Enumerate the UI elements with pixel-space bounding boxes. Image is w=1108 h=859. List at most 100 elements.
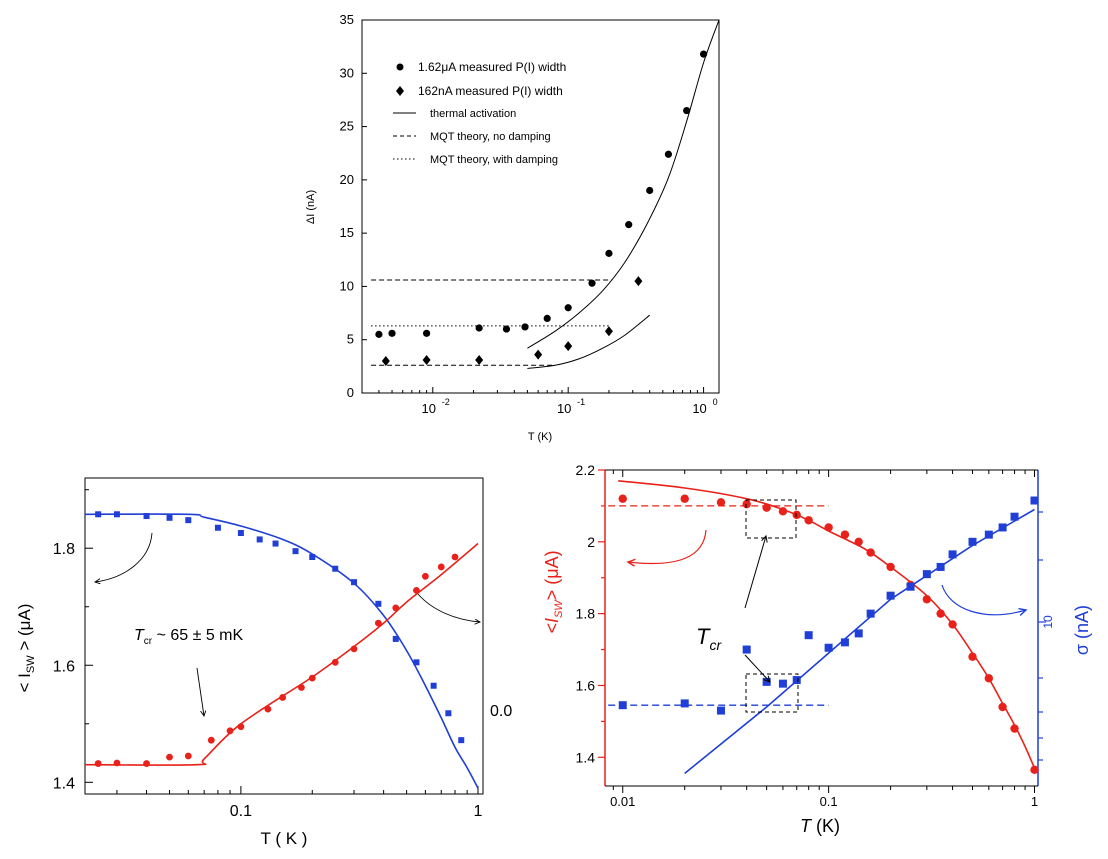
legend-label: 1.62μA measured P(I) width — [418, 60, 566, 74]
data-point — [618, 701, 627, 710]
y-tick-label: 1.8 — [53, 541, 75, 558]
x-tick-label: 0.1 — [820, 794, 838, 809]
arrow-to-left-axis — [95, 532, 153, 582]
data-point — [922, 595, 932, 604]
data-point — [421, 572, 429, 580]
data-point — [309, 554, 316, 560]
data-point — [742, 499, 751, 509]
data-point — [605, 249, 613, 257]
y-tick-label: 2 — [587, 534, 595, 550]
data-point — [502, 325, 511, 333]
y-axis-label-left: <ISW> (μA) — [542, 550, 565, 633]
data-point — [683, 106, 691, 115]
data-point — [381, 356, 390, 367]
panel-bottom-right: 1.4 1.6 1.8 2 2.2 0.01 0.1 1 Tcr T (K) <ISW> (… — [542, 462, 1092, 836]
series-markers — [375, 50, 708, 367]
data-point — [680, 494, 689, 503]
data-point — [716, 706, 725, 715]
data-point — [298, 684, 305, 691]
data-point — [237, 723, 245, 731]
data-point — [184, 752, 192, 760]
data-point — [699, 50, 708, 58]
data-point — [792, 510, 801, 520]
data-point — [264, 705, 272, 713]
data-point — [625, 221, 633, 229]
data-point — [984, 530, 993, 539]
data-point — [94, 760, 102, 767]
data-point — [226, 727, 234, 735]
data-point — [968, 652, 977, 661]
data-point — [374, 619, 382, 627]
data-point — [392, 635, 399, 642]
legend-label: 162nA measured P(I) width — [418, 84, 563, 98]
data-point — [948, 620, 957, 629]
data-point — [968, 537, 977, 546]
x-axis-label: T (K) — [528, 431, 552, 443]
arrow-tcr-upper — [744, 536, 766, 609]
legend-marker-circle — [396, 63, 404, 71]
data-point — [886, 591, 895, 600]
data-point — [143, 513, 150, 520]
data-point — [113, 511, 120, 518]
data-point — [618, 494, 627, 503]
x-tick-label: 1 — [474, 803, 483, 820]
data-point — [445, 710, 452, 717]
data-point — [564, 304, 572, 312]
y-tick-label: 1.6 — [576, 677, 596, 693]
x-axis-label: T (K) — [800, 816, 840, 836]
data-point — [634, 276, 643, 287]
data-point — [854, 537, 863, 547]
data-point — [388, 329, 396, 337]
y-tick-label: 1.8 — [576, 606, 596, 622]
arrow-blue-to-right-axis — [941, 584, 1026, 615]
x-tick-label: 10 — [557, 401, 571, 416]
data-point — [113, 759, 121, 767]
y-ticks-left: 1.4 1.6 1.8 2 2.2 — [576, 462, 605, 765]
y-tick-label: 10 — [340, 278, 354, 293]
x-tick-label: 0.01 — [610, 794, 635, 809]
data-point — [292, 548, 299, 555]
data-point — [166, 753, 173, 761]
data-point — [936, 609, 945, 618]
tcr-box-upper — [745, 499, 797, 539]
data-point — [742, 645, 751, 654]
data-point — [475, 324, 483, 332]
data-point — [1010, 724, 1019, 733]
legend-label: thermal activation — [430, 108, 516, 120]
data-point — [998, 702, 1007, 712]
panel-top: 0 5 10 15 20 25 30 35 10 -2 10 -1 10 0 1.62μA measur… — [305, 12, 720, 443]
y-axis-label-right: σ (nA) — [1072, 605, 1092, 655]
data-point — [375, 330, 383, 338]
data-point — [866, 548, 875, 557]
legend-label: MQT theory, no damping — [430, 131, 551, 143]
data-point — [534, 349, 543, 360]
series-lines — [608, 480, 1036, 775]
data-point — [922, 570, 931, 579]
data-point — [272, 540, 279, 547]
data-point — [1030, 496, 1039, 505]
x-tick-label: 10 — [422, 401, 436, 416]
data-point — [646, 186, 654, 195]
data-point — [716, 498, 726, 507]
x-ticks: 0.01 0.1 1 — [610, 470, 1038, 809]
data-point — [521, 323, 529, 331]
data-point — [256, 536, 263, 543]
y-tick-label: 25 — [340, 119, 354, 134]
y-ticks: 0 5 10 15 20 25 30 35 — [340, 12, 367, 400]
data-point — [824, 643, 833, 652]
data-point — [166, 514, 173, 521]
right-tick-label: 10 — [1041, 615, 1055, 629]
data-point — [778, 679, 787, 688]
data-point — [936, 562, 945, 571]
x-ticks: 0.1 1 — [116, 786, 483, 820]
y-tick-label: 30 — [340, 65, 354, 80]
data-point — [604, 326, 613, 337]
y-tick-label: 35 — [340, 12, 354, 27]
data-point — [1010, 512, 1019, 521]
y-ticks: 1.4 1.6 1.8 — [53, 489, 93, 792]
data-point — [886, 562, 895, 572]
data-point — [854, 629, 863, 638]
data-point — [350, 645, 358, 653]
data-point — [664, 150, 673, 158]
